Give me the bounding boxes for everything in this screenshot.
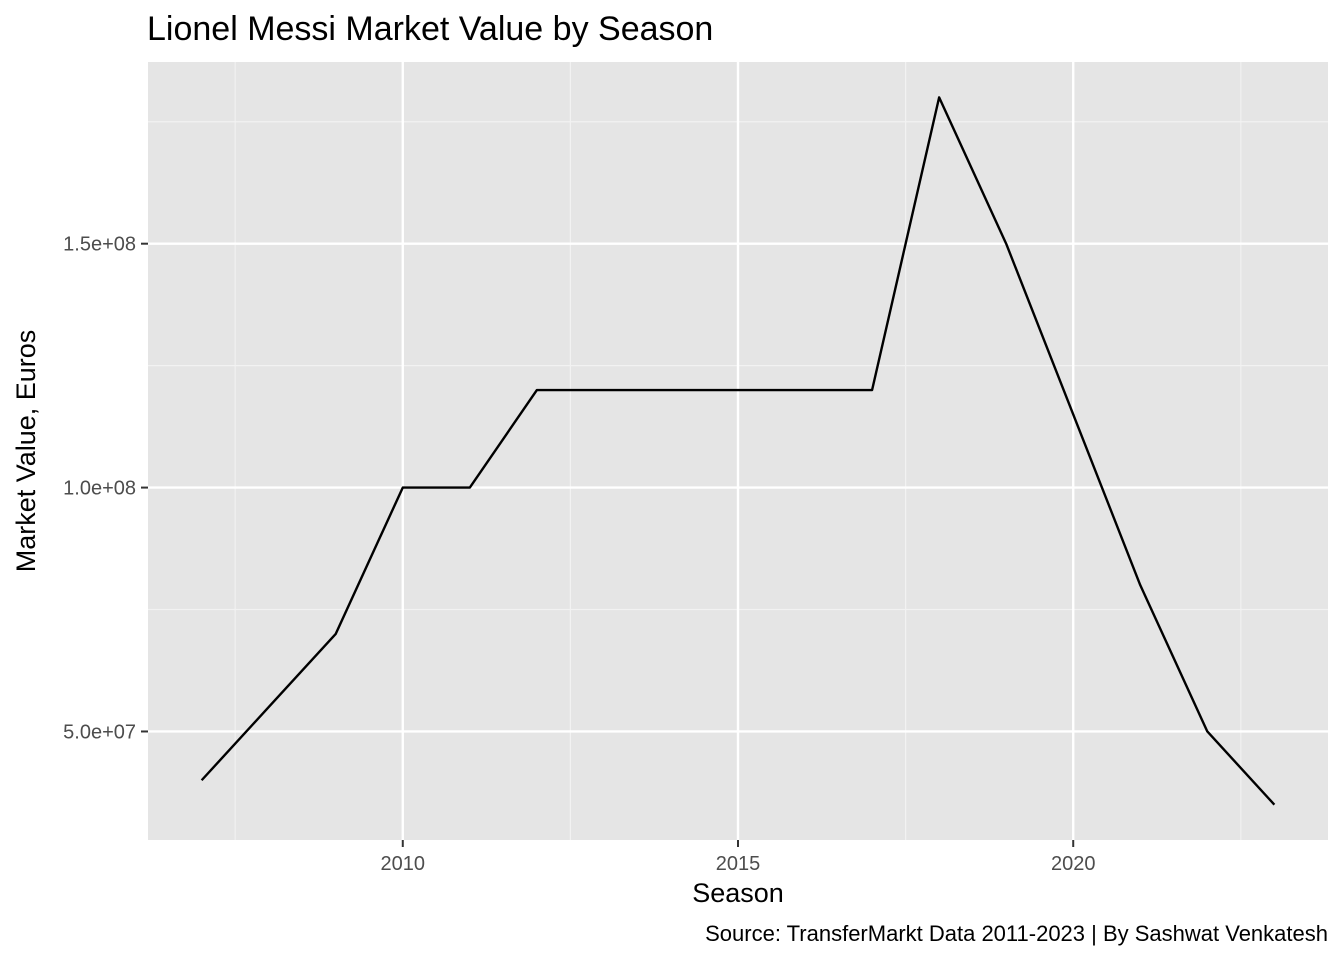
x-axis-title: Season: [692, 878, 784, 908]
chart-title: Lionel Messi Market Value by Season: [147, 10, 713, 48]
major-gridlines: [148, 62, 1328, 840]
x-tick-label: 2020: [1051, 853, 1096, 875]
y-tick-label: 1.0e+08: [63, 478, 136, 500]
y-axis-title: Market Value, Euros: [11, 330, 41, 573]
chart-caption: Source: TransferMarkt Data 2011-2023 | B…: [705, 921, 1328, 946]
y-tick-label: 1.5e+08: [63, 234, 136, 256]
series-line: [200, 96, 1276, 806]
y-tick-label: 5.0e+07: [63, 721, 136, 743]
x-tick-label: 2010: [381, 853, 426, 875]
x-tick-label: 2015: [716, 853, 761, 875]
series-layer: [200, 96, 1276, 806]
y-axis: 5.0e+07 1.0e+08 1.5e+08: [63, 234, 148, 743]
x-axis: 2010 2015 2020: [381, 840, 1096, 875]
